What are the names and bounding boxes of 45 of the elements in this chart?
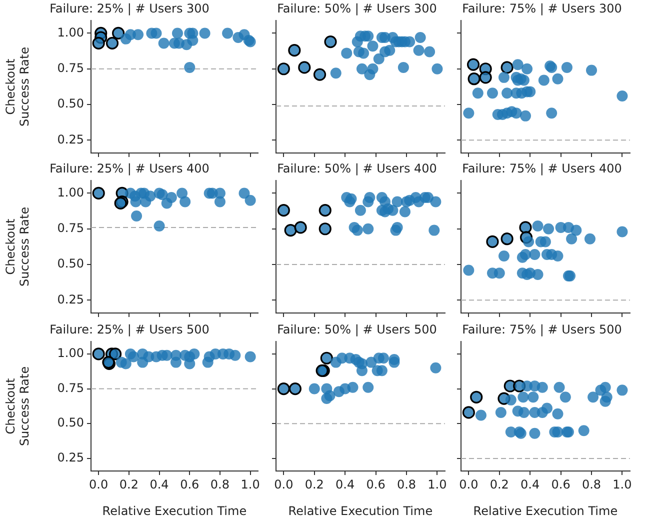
x-tick-label: 0.8 [396, 477, 416, 492]
y-tick-label: 0.50 [57, 96, 84, 111]
y-tick-label: 0.75 [57, 221, 84, 235]
y-tick-label: 1.00 [57, 346, 84, 360]
chart-title: Failure: 50% | # Users 500 [277, 322, 437, 336]
chart-title: Failure: 75% | # Users 300 [462, 1, 622, 16]
y-tick-label: 1.00 [57, 185, 84, 200]
x-axis-title: Relative Execution Time [473, 504, 618, 518]
x-axis-title: Relative Execution Time [288, 504, 433, 518]
x-tick-label: 1.0 [428, 477, 447, 492]
chart-title: Failure: 50% | # Users 400 [277, 161, 437, 176]
chart-title: Failure: 50% | # Users 300 [277, 1, 437, 16]
y-axis-title: Checkout Success Rate [3, 366, 32, 446]
y-tick-label: 0.25 [57, 450, 84, 465]
x-tick-label: 0.4 [520, 477, 540, 492]
x-tick-label: 0.2 [490, 477, 509, 492]
chart-title: Failure: 25% | # Users 400 [50, 161, 210, 176]
x-tick-label: 0.2 [304, 477, 324, 492]
x-tick-label: 0.2 [119, 477, 138, 492]
x-axis-title: Relative Execution Time [102, 504, 247, 518]
x-tick-label: 0.0 [274, 477, 294, 492]
y-axis-title: Checkout Success Rate [3, 206, 32, 287]
y-tick-label: 0.25 [57, 292, 84, 306]
x-tick-label: 0.8 [582, 477, 602, 492]
chart-title: Failure: 75% | # Users 500 [462, 322, 622, 336]
x-tick-label: 1.0 [612, 477, 632, 492]
y-axis-title: Checkout Success Rate [3, 46, 32, 127]
y-tick-label: 0.75 [57, 61, 84, 75]
x-tick-label: 0.0 [89, 477, 108, 492]
y-tick-label: 1.00 [57, 25, 84, 40]
y-tick-label: 0.75 [57, 380, 84, 395]
x-tick-label: 0.6 [366, 477, 386, 492]
x-tick-label: 1.0 [240, 477, 260, 492]
x-tick-label: 0.0 [459, 477, 478, 492]
x-tick-label: 0.6 [551, 477, 570, 492]
x-tick-label: 0.4 [150, 477, 169, 492]
chart-title: Failure: 25% | # Users 300 [50, 1, 210, 16]
chart-title: Failure: 25% | # Users 500 [50, 322, 210, 336]
y-tick-label: 0.50 [57, 416, 84, 430]
x-tick-label: 0.6 [180, 477, 200, 492]
chart-title: Failure: 75% | # Users 400 [462, 161, 622, 176]
y-tick-label: 0.25 [57, 132, 84, 146]
x-tick-label: 0.4 [336, 477, 355, 492]
y-tick-label: 0.50 [57, 256, 84, 271]
x-tick-label: 0.8 [210, 477, 230, 492]
